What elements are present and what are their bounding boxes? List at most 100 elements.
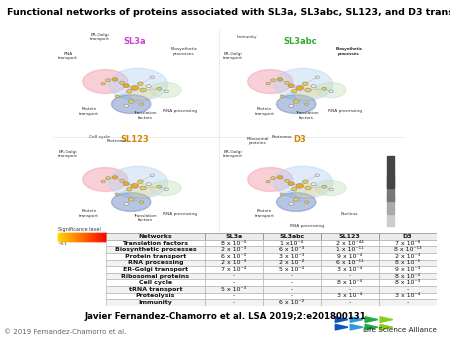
- Text: Biosynthetic processes: Biosynthetic processes: [115, 247, 196, 252]
- Text: -: -: [349, 287, 351, 292]
- Circle shape: [289, 104, 294, 107]
- Text: Javier Fernandez-Chamorro et al. LSA 2019;2:e201800131: Javier Fernandez-Chamorro et al. LSA 201…: [84, 312, 366, 321]
- Bar: [98, 233, 99, 241]
- Bar: [77, 233, 78, 241]
- Bar: [95, 233, 97, 241]
- Circle shape: [305, 186, 311, 190]
- Circle shape: [138, 180, 143, 183]
- Text: 8 x 10⁻¹³: 8 x 10⁻¹³: [394, 247, 421, 252]
- Circle shape: [146, 183, 151, 186]
- Bar: [205, 273, 263, 280]
- Circle shape: [277, 176, 283, 179]
- Circle shape: [293, 100, 299, 103]
- Bar: [205, 240, 263, 246]
- Text: 2 x 10⁻⁴⁴: 2 x 10⁻⁴⁴: [336, 241, 364, 246]
- Polygon shape: [335, 317, 348, 322]
- Circle shape: [150, 76, 154, 78]
- Circle shape: [280, 193, 284, 196]
- Ellipse shape: [274, 166, 333, 199]
- Ellipse shape: [83, 168, 128, 191]
- Text: 2 x 10⁻³: 2 x 10⁻³: [395, 254, 420, 259]
- Text: SL3abc: SL3abc: [279, 234, 304, 239]
- Bar: [106, 246, 205, 253]
- Text: 8 x 10⁻⁴: 8 x 10⁻⁴: [395, 274, 420, 279]
- Circle shape: [126, 90, 132, 93]
- Text: RNA processing: RNA processing: [290, 224, 324, 228]
- Bar: [263, 299, 321, 306]
- Ellipse shape: [150, 180, 181, 196]
- Bar: [205, 280, 263, 286]
- Text: 3 x 10⁻³: 3 x 10⁻³: [279, 254, 304, 259]
- Text: 8 x 10⁻⁵: 8 x 10⁻⁵: [395, 261, 420, 265]
- Bar: [95, 233, 96, 241]
- Circle shape: [112, 78, 118, 81]
- Bar: [83, 233, 84, 241]
- Text: 3 x 10⁻⁴: 3 x 10⁻⁴: [337, 267, 362, 272]
- Circle shape: [106, 177, 111, 180]
- Bar: [58, 233, 59, 241]
- Circle shape: [140, 88, 146, 92]
- Bar: [59, 233, 60, 241]
- Bar: [205, 260, 263, 266]
- Text: 8 x 10⁻³: 8 x 10⁻³: [395, 280, 420, 285]
- Bar: [263, 280, 321, 286]
- Bar: [205, 253, 263, 260]
- Text: Translation factors: Translation factors: [122, 241, 189, 246]
- Bar: [387, 175, 395, 201]
- Bar: [106, 260, 205, 266]
- Text: Cell cycle: Cell cycle: [89, 135, 110, 139]
- Circle shape: [266, 180, 270, 183]
- Text: -: -: [233, 300, 235, 305]
- Bar: [321, 253, 378, 260]
- Text: ~0.01: ~0.01: [106, 242, 118, 246]
- Text: 8 x 10⁻⁴: 8 x 10⁻⁴: [337, 280, 362, 285]
- Bar: [85, 233, 86, 241]
- Circle shape: [140, 103, 144, 105]
- Ellipse shape: [248, 70, 292, 93]
- Circle shape: [157, 87, 162, 90]
- Text: Ribosomal
proteins: Ribosomal proteins: [246, 137, 269, 145]
- Bar: [63, 233, 64, 241]
- Bar: [76, 233, 77, 241]
- Bar: [106, 280, 205, 286]
- Circle shape: [329, 90, 333, 93]
- Ellipse shape: [150, 82, 181, 98]
- Bar: [378, 293, 436, 299]
- Bar: [378, 280, 436, 286]
- Bar: [100, 233, 101, 241]
- Bar: [70, 233, 71, 241]
- Text: -: -: [233, 274, 235, 279]
- Bar: [321, 240, 378, 246]
- Text: 6 x 10⁻³: 6 x 10⁻³: [279, 247, 304, 252]
- Bar: [205, 286, 263, 293]
- Ellipse shape: [128, 183, 156, 197]
- Bar: [85, 233, 86, 241]
- Circle shape: [280, 95, 284, 98]
- Ellipse shape: [109, 166, 168, 199]
- Bar: [97, 233, 98, 241]
- Bar: [86, 233, 87, 241]
- Text: Immunity: Immunity: [237, 35, 257, 39]
- Bar: [80, 233, 81, 241]
- Bar: [263, 260, 321, 266]
- Bar: [102, 233, 104, 241]
- Bar: [378, 246, 436, 253]
- Circle shape: [311, 85, 316, 88]
- Circle shape: [146, 85, 151, 88]
- Text: Biosynthetic
processes: Biosynthetic processes: [170, 47, 198, 56]
- Text: ER-Golgi
transport: ER-Golgi transport: [90, 32, 110, 41]
- Text: SL123: SL123: [339, 234, 360, 239]
- Bar: [106, 233, 205, 240]
- Bar: [91, 233, 92, 241]
- Bar: [263, 240, 321, 246]
- Text: RNA processing: RNA processing: [163, 212, 198, 216]
- Bar: [61, 233, 62, 241]
- Circle shape: [150, 174, 154, 176]
- Bar: [83, 233, 84, 241]
- Bar: [93, 233, 94, 241]
- Bar: [106, 293, 205, 299]
- Bar: [205, 293, 263, 299]
- Bar: [321, 233, 378, 240]
- Text: Biosynthetic
processes: Biosynthetic processes: [335, 47, 362, 56]
- Bar: [378, 260, 436, 266]
